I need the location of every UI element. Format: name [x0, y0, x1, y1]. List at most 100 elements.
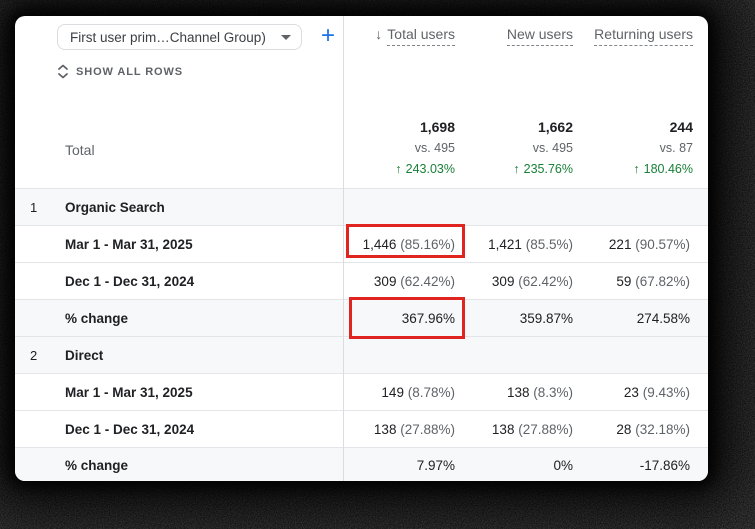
table-row-direct-pct-change: % change 7.97% 0% -17.86% [15, 448, 708, 481]
metric-value: 309 [491, 273, 515, 289]
trend-up-icon: ↑ [395, 162, 402, 176]
total-change-value: 235.76% [523, 162, 573, 176]
metric-cell: 59 (67.82%) [588, 274, 708, 289]
metric-value: 59 [616, 273, 632, 289]
totals-returning-users: 244 vs. 87 ↑ 180.46% [633, 119, 693, 176]
metric-cell: 23 (9.43%) [588, 385, 708, 400]
metric-value: 23 [623, 384, 639, 400]
total-change: ↑ 180.46% [633, 162, 693, 176]
total-comparison: vs. 495 [532, 141, 573, 155]
total-value: 1,662 [537, 119, 573, 135]
column-header-total-users[interactable]: ↓ Total users [349, 24, 455, 46]
column-header-returning-users[interactable]: Returning users [594, 24, 693, 46]
total-value: 1,698 [419, 119, 455, 135]
date-range-label: Mar 1 - Mar 31, 2025 [65, 236, 193, 252]
show-all-rows-button[interactable]: SHOW ALL ROWS [57, 64, 183, 79]
total-comparison: vs. 495 [414, 141, 455, 155]
metric-percent: (85.16%) [400, 236, 455, 252]
metric-cell: 7.97% [343, 458, 470, 473]
metric-value: 309 [373, 273, 397, 289]
metric-value: 138 [506, 384, 530, 400]
table-header: First user prim…Channel Group) + SHOW AL… [15, 16, 708, 188]
metric-percent: (67.82%) [635, 273, 690, 289]
metric-cell: 309 (62.42%) [470, 274, 588, 289]
metric-value: 149 [381, 384, 404, 400]
pct-change-label: % change [65, 310, 129, 326]
metric-value: -17.86% [639, 457, 690, 473]
metric-value: 274.58% [636, 310, 690, 326]
metric-value: 138 [373, 421, 397, 437]
table-row-organic-search: 1 Organic Search [15, 189, 708, 226]
metric-cell: 359.87% [470, 311, 588, 326]
date-range-label: Mar 1 - Mar 31, 2025 [65, 384, 193, 400]
trend-up-icon: ↑ [513, 162, 520, 176]
metric-cell: 149 (8.78%) [343, 385, 470, 400]
metric-cell: -17.86% [588, 458, 708, 473]
metric-percent: (8.78%) [407, 384, 455, 400]
totals-new-users: 1,662 vs. 495 ↑ 235.76% [513, 119, 573, 176]
table-row-direct-mar: Mar 1 - Mar 31, 2025 149 (8.78%) 138 (8.… [15, 374, 708, 411]
channel-label: Organic Search [65, 199, 165, 215]
dimension-dropdown-value: First user prim…Channel Group) [70, 29, 266, 45]
metric-cell: 221 (90.57%) [588, 237, 708, 252]
table-row-organic-mar: Mar 1 - Mar 31, 2025 1,446 (85.16%) 1,42… [15, 226, 708, 263]
metric-percent: (62.42%) [518, 273, 573, 289]
totals-total-users: 1,698 vs. 495 ↑ 243.03% [395, 119, 455, 176]
column-divider [343, 16, 344, 481]
metric-percent: (90.57%) [635, 236, 690, 252]
metric-percent: (8.3%) [533, 384, 573, 400]
column-label: Total users [387, 26, 455, 46]
metric-cell: 274.58% [588, 311, 708, 326]
total-change-value: 243.03% [405, 162, 455, 176]
dimension-dropdown[interactable]: First user prim…Channel Group) [57, 24, 302, 50]
metric-value: 7.97% [416, 457, 455, 473]
pct-change-label: % change [65, 457, 129, 473]
total-change: ↑ 243.03% [395, 162, 455, 176]
channel-label: Direct [65, 347, 104, 363]
metric-value: 138 [491, 421, 515, 437]
metric-cell: 309 (62.42%) [343, 274, 470, 289]
metric-cell: 138 (27.88%) [470, 422, 588, 437]
column-headers: ↓ Total users 1,698 vs. 495 ↑ 243.03% New … [343, 16, 708, 188]
metric-value: 0% [553, 457, 573, 473]
total-value: 244 [669, 119, 693, 135]
column-header-new-users[interactable]: New users [476, 24, 573, 46]
column-total-users: ↓ Total users 1,698 vs. 495 ↑ 243.03% [343, 16, 470, 188]
column-label: New users [506, 26, 573, 46]
metric-cell: 138 (27.88%) [343, 422, 470, 437]
metric-percent: (32.18%) [635, 421, 690, 437]
metric-cell: 138 (8.3%) [470, 385, 588, 400]
table-row-organic-pct-change: % change 367.96% 359.87% 274.58% [15, 300, 708, 337]
metric-percent: (27.88%) [400, 421, 455, 437]
metric-value: 28 [616, 421, 632, 437]
metric-cell: 0% [470, 458, 588, 473]
table-row-direct: 2 Direct [15, 337, 708, 374]
total-change: ↑ 235.76% [513, 162, 573, 176]
add-dimension-button[interactable]: + [315, 22, 341, 50]
chevron-down-icon [281, 34, 291, 40]
metric-percent: (27.88%) [518, 421, 573, 437]
metric-percent: (85.5%) [525, 236, 573, 252]
row-index: 1 [30, 199, 38, 215]
total-row-label: Total [65, 142, 95, 158]
metric-percent: (9.43%) [642, 384, 690, 400]
metric-cell: 1,446 (85.16%) [343, 237, 470, 252]
row-index: 2 [30, 347, 38, 363]
total-comparison: vs. 87 [659, 141, 693, 155]
show-all-rows-label: SHOW ALL ROWS [76, 65, 184, 78]
column-label: Returning users [594, 26, 693, 46]
column-returning-users: Returning users 244 vs. 87 ↑ 180.46% [588, 16, 708, 188]
table-body: 1 Organic Search Mar 1 - Mar 31, 2025 1,… [15, 188, 708, 481]
unfold-more-icon [57, 64, 69, 79]
analytics-table-card: First user prim…Channel Group) + SHOW AL… [15, 16, 708, 481]
metric-value: 1,421 [488, 236, 522, 252]
total-change-value: 180.46% [643, 162, 693, 176]
plus-icon: + [320, 22, 335, 49]
table-row-direct-dec: Dec 1 - Dec 31, 2024 138 (27.88%) 138 (2… [15, 411, 708, 448]
metric-cell: 28 (32.18%) [588, 422, 708, 437]
metric-value: 221 [608, 236, 632, 252]
sort-descending-icon: ↓ [375, 26, 383, 42]
column-new-users: New users 1,662 vs. 495 ↑ 235.76% [470, 16, 588, 188]
table-row-organic-dec: Dec 1 - Dec 31, 2024 309 (62.42%) 309 (6… [15, 263, 708, 300]
date-range-label: Dec 1 - Dec 31, 2024 [65, 273, 195, 289]
